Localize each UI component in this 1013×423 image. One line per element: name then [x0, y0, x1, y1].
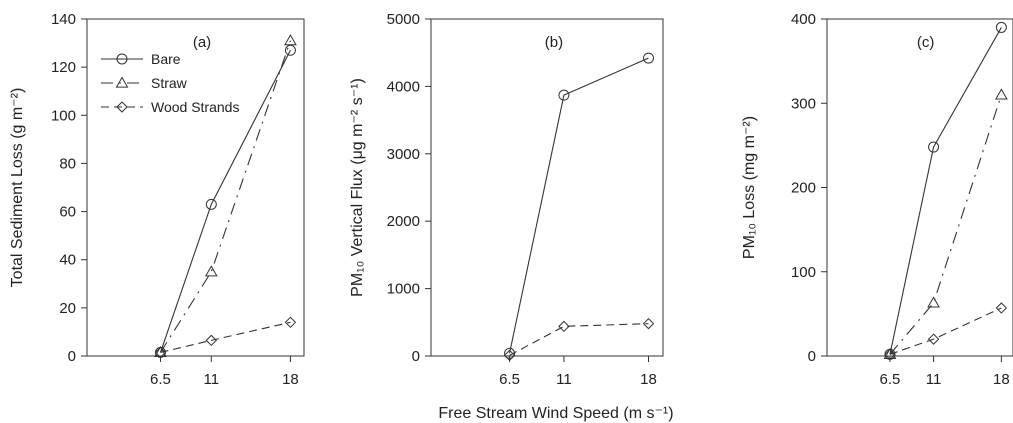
legend-entry: Bare	[151, 51, 181, 67]
x-tick-label: 6.5	[499, 371, 520, 388]
y-tick-label: 120	[51, 59, 76, 76]
panel-tag: (a)	[193, 34, 211, 51]
series-line-straw	[159, 40, 291, 353]
data-point-bare	[504, 347, 516, 359]
data-point-straw	[927, 296, 940, 308]
legend: Bare Straw Wood Strands	[101, 51, 239, 115]
y-tick-label: 0	[808, 348, 816, 365]
data-point-wood-strands	[558, 320, 570, 333]
chart-panel-2: 0 1000 2000 3000 4000 5000 6.5 11 18 PM₁₀ Vertica…	[349, 11, 664, 388]
data-point-wood-strands	[205, 334, 218, 347]
series-line-straw	[889, 94, 1002, 355]
data-point-bare	[558, 89, 570, 101]
data-point-bare	[284, 44, 296, 56]
plot-frame	[86, 18, 305, 357]
legend-entry: Straw	[151, 75, 188, 91]
x-tick-label: 11	[204, 371, 220, 388]
panel-tag: (b)	[545, 34, 563, 51]
legend-marker	[116, 53, 128, 65]
y-tick-label: 60	[59, 204, 76, 221]
y-tick-label: 100	[51, 107, 76, 124]
chart-panel-3: 0 100 200 300 400 6.5 11 18 PM₁₀ Loss (mg m⁻²) (c…	[741, 11, 1013, 388]
series-line-bare	[159, 50, 291, 353]
y-tick-label: 0	[68, 348, 76, 365]
x-tick-label: 6.5	[880, 371, 901, 388]
y-tick-label: 300	[791, 95, 816, 112]
legend-marker	[116, 101, 128, 113]
data-point-wood-strands	[284, 316, 297, 329]
series-line-bare	[889, 27, 1002, 355]
data-point-straw	[284, 34, 297, 46]
y-tick-label: 1000	[387, 281, 420, 298]
y-axis-label: PM₁₀ Loss (mg m⁻²)	[741, 116, 758, 259]
data-point-wood-strands	[642, 317, 655, 330]
legend-marker	[115, 76, 129, 88]
data-point-wood-strands	[503, 349, 516, 362]
series-line-wood-strands	[509, 323, 649, 356]
y-axis-label: Total Sediment Loss (g m⁻²)	[9, 88, 26, 288]
data-point-bare	[928, 141, 940, 153]
data-point-wood-strands	[927, 333, 940, 345]
series-line-wood-strands	[160, 321, 291, 353]
plot-frame	[826, 18, 1013, 357]
x-tick-label: 11	[926, 371, 942, 388]
x-tick-label: 18	[282, 371, 299, 388]
y-tick-label: 3000	[387, 146, 420, 163]
y-tick-label: 40	[59, 252, 76, 269]
panel-tag: (c)	[917, 34, 935, 51]
x-tick-label: 18	[993, 371, 1010, 388]
data-point-bare	[205, 198, 217, 210]
chart-panel-1: 0 20 40 60 80 100 120 140 6.5 11 18 Total Sediment …	[9, 11, 305, 388]
data-point-bare	[995, 21, 1007, 33]
data-point-wood-strands	[884, 348, 896, 361]
series-line-bare	[509, 57, 649, 354]
series-line-wood-strands	[889, 307, 1002, 355]
y-tick-label: 100	[791, 264, 816, 281]
y-tick-label: 0	[412, 348, 420, 365]
data-point-straw	[204, 265, 218, 277]
y-tick-label: 200	[791, 180, 816, 197]
y-axis-label: PM₁₀ Vertical Flux (μg m⁻² s⁻¹)	[349, 78, 366, 297]
y-tick-label: 80	[59, 155, 76, 172]
y-tick-label: 140	[51, 11, 76, 28]
data-point-straw	[995, 88, 1008, 100]
y-tick-label: 5000	[387, 11, 420, 28]
data-point-wood-strands	[995, 302, 1008, 314]
y-tick-label: 20	[59, 300, 76, 317]
x-tick-label: 11	[556, 371, 572, 388]
x-tick-label: 18	[640, 371, 657, 388]
y-tick-label: 400	[791, 11, 816, 28]
data-point-wood-strands	[154, 346, 167, 359]
plot-frame	[430, 18, 664, 357]
y-tick-label: 4000	[387, 78, 420, 95]
y-tick-label: 2000	[387, 213, 420, 230]
x-tick-label: 6.5	[150, 371, 171, 388]
legend-entry: Wood Strands	[151, 99, 239, 115]
data-point-bare	[643, 52, 654, 64]
shared-x-axis-label: Free Stream Wind Speed (m s⁻¹)	[438, 405, 673, 422]
